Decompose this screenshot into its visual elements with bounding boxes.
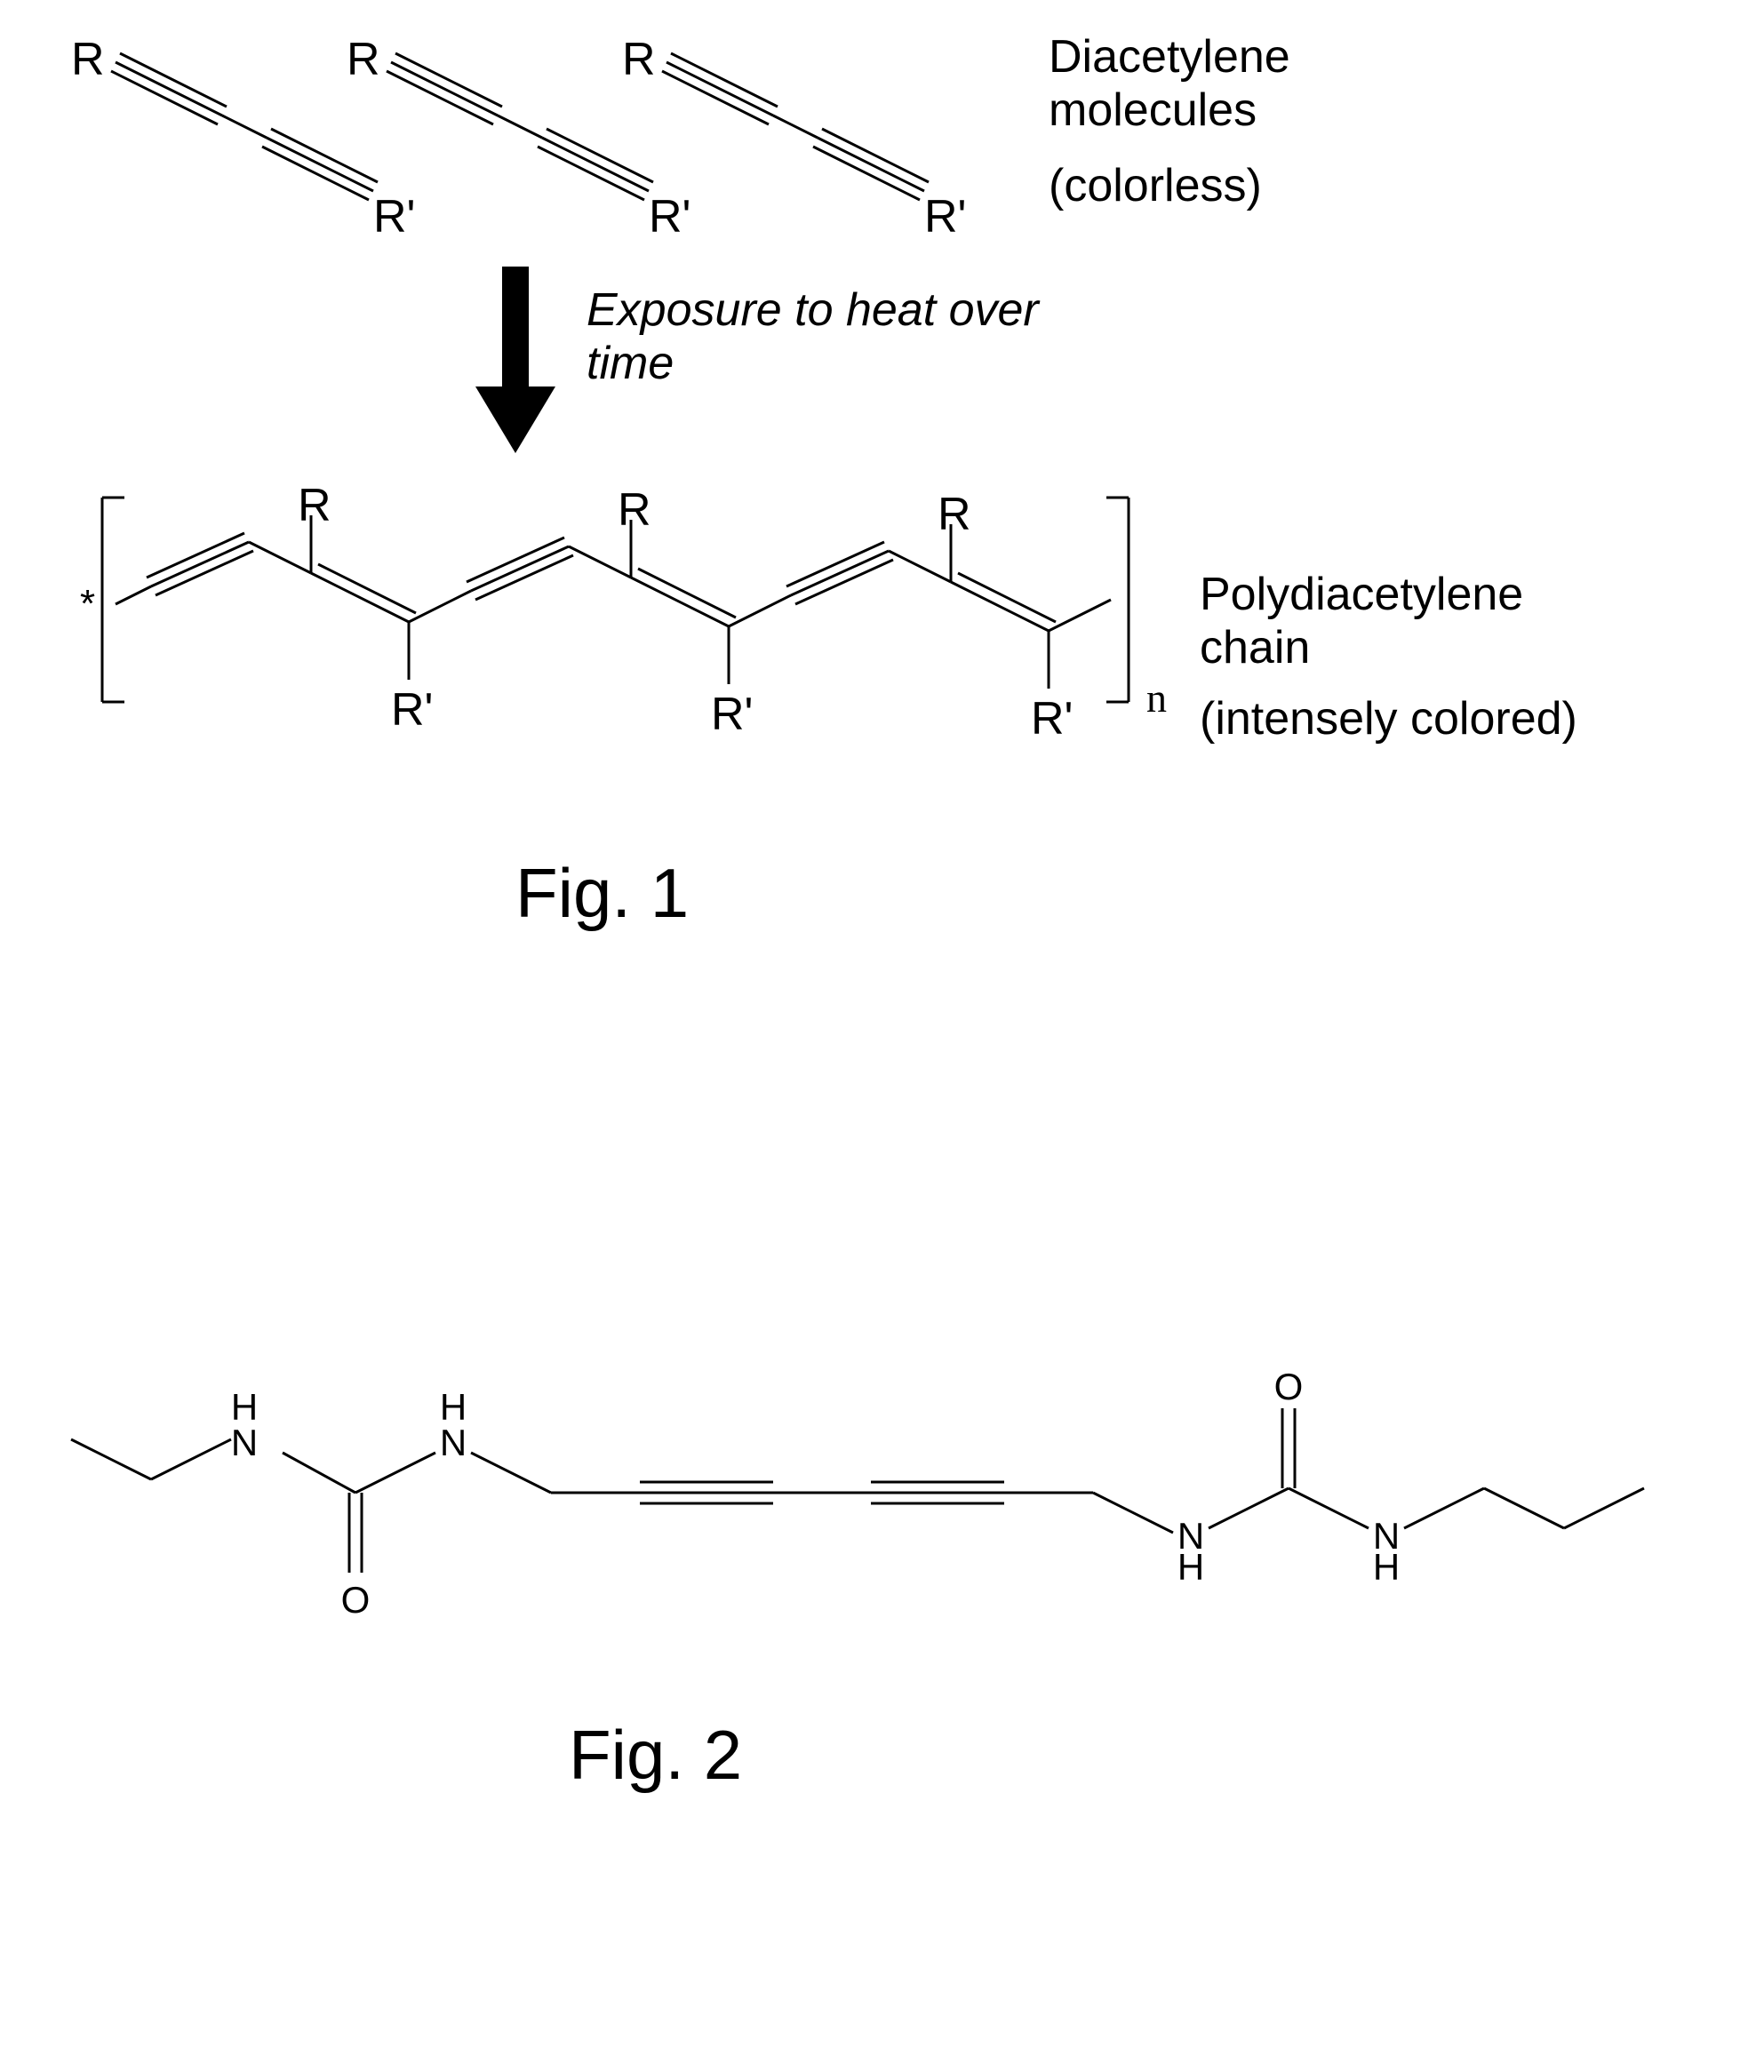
poly-Rprime-1: R' <box>391 684 433 737</box>
diacetylene-label-l2: molecules <box>1049 84 1257 138</box>
label-Rprime-2: R' <box>649 191 690 244</box>
diacetylene-label-l1: Diacetylene <box>1049 31 1290 84</box>
svg-text:H: H <box>1177 1546 1204 1588</box>
label-R-1: R <box>71 34 105 87</box>
figure-1-svg <box>0 0 1764 977</box>
label-Rprime-3: R' <box>924 191 966 244</box>
label-R-3: R <box>622 34 656 87</box>
arrow-label-l2: time <box>587 338 674 391</box>
svg-text:N: N <box>231 1422 258 1463</box>
svg-text:O: O <box>1274 1366 1304 1407</box>
poly-R-3: R <box>938 489 971 542</box>
svg-text:H: H <box>1373 1546 1400 1588</box>
page: R R R R' R' R' Diacetylene molecules (co… <box>0 0 1764 2072</box>
poly-n: n <box>1146 675 1167 722</box>
label-R-2: R <box>347 34 380 87</box>
figure-2-svg: H N O H N N H O N H <box>53 1288 1742 1688</box>
poly-label-l2: chain <box>1200 622 1310 675</box>
figure-2: H N O H N N H O N H Fig. 2 <box>0 1288 1764 1821</box>
figure-2-caption: Fig. 2 <box>569 1715 742 1796</box>
poly-Rprime-3: R' <box>1031 693 1073 746</box>
poly-label-l1: Polydiacetylene <box>1200 569 1523 622</box>
figure-1: R R R R' R' R' Diacetylene molecules (co… <box>0 0 1764 977</box>
poly-Rprime-2: R' <box>711 689 753 742</box>
arrow-label-l1: Exposure to heat over <box>587 284 1039 338</box>
svg-text:N: N <box>440 1422 467 1463</box>
svg-text:O: O <box>341 1579 371 1621</box>
poly-R-2: R <box>618 484 651 538</box>
diacetylene-label-l3: (colorless) <box>1049 160 1262 213</box>
poly-R-1: R <box>298 480 331 533</box>
figure-1-caption: Fig. 1 <box>515 853 689 934</box>
poly-label-l3: (intensely colored) <box>1200 693 1577 746</box>
label-Rprime-1: R' <box>373 191 415 244</box>
poly-star: * <box>80 582 95 627</box>
